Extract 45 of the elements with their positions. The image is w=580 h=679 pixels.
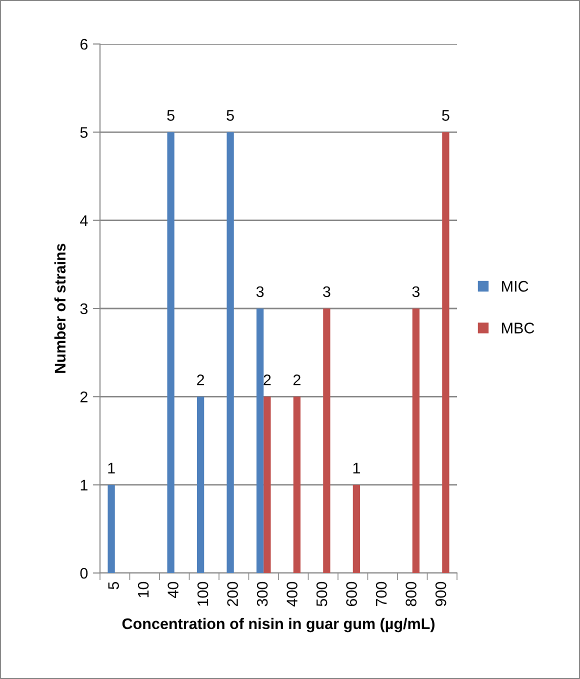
data-label: 3 — [412, 286, 420, 298]
x-tick-label: 100 — [197, 582, 208, 606]
data-label: 5 — [226, 110, 234, 121]
bar — [226, 132, 234, 573]
bar — [167, 132, 174, 573]
legend-label: MBC — [502, 322, 534, 334]
legend-label: MIC — [502, 280, 528, 292]
y-axis-title: Number of strains — [54, 244, 66, 373]
y-tick-label: 2 — [80, 392, 88, 402]
x-tick-label: 200 — [227, 582, 238, 606]
bar — [256, 308, 264, 573]
bar — [323, 308, 330, 573]
bar — [352, 484, 360, 573]
y-tick-label: 6 — [80, 38, 88, 50]
bar — [442, 132, 450, 573]
y-tick-label: 0 — [80, 568, 88, 579]
data-label: 5 — [442, 110, 450, 121]
data-label: 2 — [197, 374, 204, 386]
data-label: 2 — [293, 374, 300, 386]
x-tick-label: 400 — [286, 582, 298, 606]
bar — [196, 396, 204, 573]
bar — [108, 484, 115, 573]
y-tick-label: 5 — [80, 127, 88, 138]
data-label: 3 — [256, 286, 264, 298]
data-label: 2 — [264, 374, 271, 386]
bar — [264, 396, 271, 573]
x-tick-label: 40 — [168, 582, 178, 598]
y-tick-label: 1 — [80, 480, 88, 490]
y-tick-label: 4 — [80, 215, 88, 226]
x-tick-label: 5 — [108, 582, 119, 590]
bar — [293, 396, 301, 573]
x-tick-label: 800 — [406, 582, 416, 606]
x-tick-label: 600 — [346, 582, 357, 606]
x-tick-label: 700 — [376, 582, 387, 606]
data-label: 3 — [323, 286, 330, 298]
data-label: 1 — [353, 462, 360, 474]
bar — [412, 308, 420, 573]
data-label: 1 — [108, 462, 115, 474]
y-tick-label: 3 — [80, 303, 88, 314]
data-label: 5 — [167, 110, 174, 121]
x-tick-label: 300 — [256, 582, 268, 606]
x-axis-title: Concentration of nisin in guar gum (µg/mL) — [122, 618, 434, 632]
x-tick-label: 10 — [138, 582, 149, 598]
x-tick-label: 500 — [316, 582, 328, 606]
x-tick-label: 900 — [435, 582, 446, 606]
